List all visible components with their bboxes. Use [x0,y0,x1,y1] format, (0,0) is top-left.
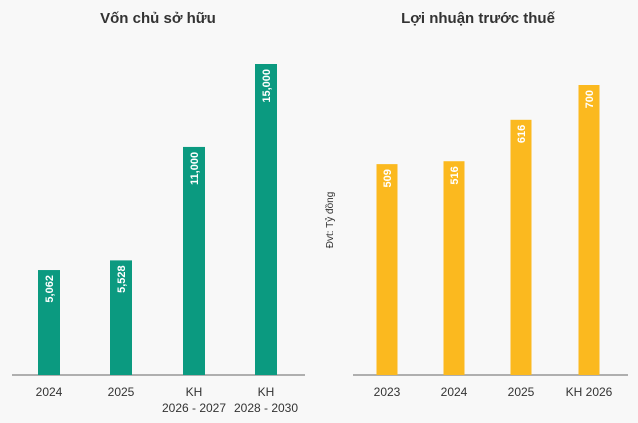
equity-category-label-3-line-0: KH [258,385,275,399]
equity-bar-value-label-1: 5,528 [116,265,128,293]
profit-chart-title: Lợi nhuận trước thuế [401,10,556,27]
profit-chart: Lợi nhuận trước thuế 509 2023 516 2024 616 20… [353,10,628,399]
profit-category-label-0-line-0: 2023 [374,385,401,399]
equity-category-label-1-line-0: 2025 [108,385,135,399]
equity-chart: Vốn chủ sở hữu 5,062 2024 5,528 2025 11,000 K… [12,10,305,415]
equity-bar-2 [183,146,205,375]
profit-category-label-1-line-0: 2024 [441,385,468,399]
profit-bar-value-label-3: 700 [584,90,596,108]
profit-bar-3 [578,85,600,375]
equity-bar-value-label-0: 5,062 [44,275,56,303]
equity-bar-1 [110,260,132,375]
equity-bar-value-label-2: 11,000 [189,152,201,185]
profit-category-label-2-line-0: 2025 [508,385,535,399]
profit-bar-value-label-0: 509 [382,169,394,187]
profit-bar-value-label-2: 616 [516,125,528,143]
equity-bar-0 [38,270,60,375]
equity-bar-3 [255,64,277,375]
profit-bar-1 [443,161,465,375]
profit-bar-2 [510,119,532,375]
profit-bar-0 [376,164,398,375]
equity-category-label-0-line-0: 2024 [36,385,63,399]
unit-label: Đvt: Tỷ đồng [324,192,336,249]
equity-category-label-3-line-1: 2028 - 2030 [234,401,298,415]
profit-category-label-3-line-0: KH 2026 [566,385,613,399]
profit-bar-value-label-1: 516 [449,166,461,184]
equity-bar-value-label-3: 15,000 [261,69,273,103]
equity-category-label-2-line-1: 2026 - 2027 [162,401,226,415]
equity-category-label-2-line-0: KH [186,385,203,399]
equity-chart-title: Vốn chủ sở hữu [100,10,216,27]
